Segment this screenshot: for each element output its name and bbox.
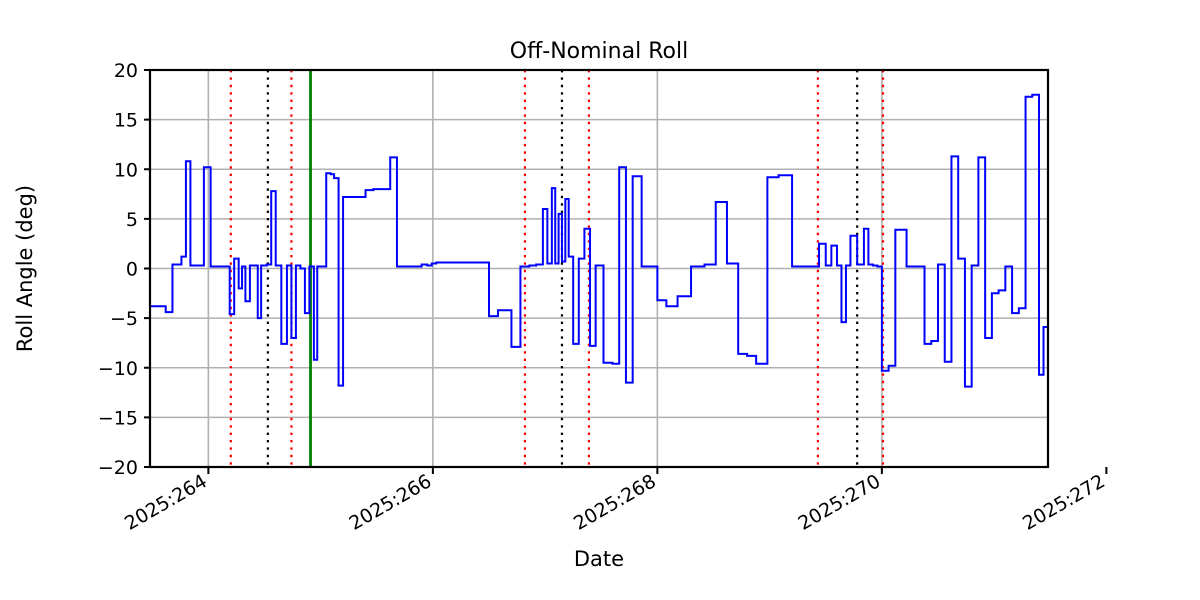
y-tick-label: 0: [126, 259, 138, 281]
y-tick-label: −15: [98, 407, 138, 429]
y-tick-label: 20: [114, 60, 138, 82]
x-axis-title: Date: [574, 547, 624, 571]
data-series-group: [150, 93, 1048, 388]
vertical-event-lines: [229, 70, 885, 467]
y-tick-label: 5: [126, 209, 138, 231]
y-axis-ticks: −20 −15 −10 −5 0 5 10 15 20: [98, 60, 150, 479]
y-axis-title: Roll Angle (deg): [13, 185, 37, 352]
y-tick-label: 10: [114, 159, 138, 181]
y-tick-label: −5: [110, 308, 138, 330]
chart-title: Off-Nominal Roll: [510, 39, 688, 64]
y-tick-label: −10: [98, 358, 138, 380]
y-tick-label: 15: [114, 110, 138, 132]
data-line-0: [150, 93, 1048, 388]
y-tick-label: −20: [98, 457, 138, 479]
